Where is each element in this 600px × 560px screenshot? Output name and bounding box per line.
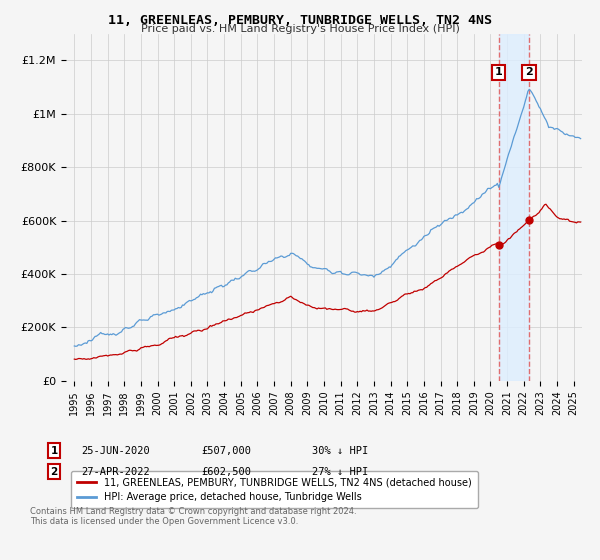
- Text: 2: 2: [525, 67, 533, 77]
- Bar: [499, 34, 529, 381]
- Text: 11, GREENLEAS, PEMBURY, TUNBRIDGE WELLS, TN2 4NS: 11, GREENLEAS, PEMBURY, TUNBRIDGE WELLS,…: [108, 14, 492, 27]
- Text: 2: 2: [50, 466, 58, 477]
- Text: Price paid vs. HM Land Registry's House Price Index (HPI): Price paid vs. HM Land Registry's House …: [140, 24, 460, 34]
- Text: 1: 1: [495, 67, 502, 77]
- Legend: 11, GREENLEAS, PEMBURY, TUNBRIDGE WELLS, TN2 4NS (detached house), HPI: Average : 11, GREENLEAS, PEMBURY, TUNBRIDGE WELLS,…: [71, 472, 478, 508]
- Text: £507,000: £507,000: [201, 446, 251, 456]
- Text: 1: 1: [50, 446, 58, 456]
- Text: Contains HM Land Registry data © Crown copyright and database right 2024.
This d: Contains HM Land Registry data © Crown c…: [30, 507, 356, 526]
- Text: 27% ↓ HPI: 27% ↓ HPI: [312, 466, 368, 477]
- Text: 30% ↓ HPI: 30% ↓ HPI: [312, 446, 368, 456]
- Text: £602,500: £602,500: [201, 466, 251, 477]
- Text: 25-JUN-2020: 25-JUN-2020: [81, 446, 150, 456]
- Text: 27-APR-2022: 27-APR-2022: [81, 466, 150, 477]
